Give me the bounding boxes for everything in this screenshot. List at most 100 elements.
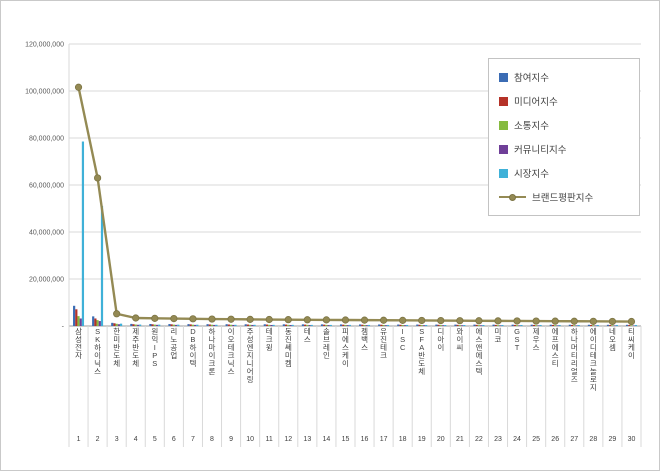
bar-시장지수: [272, 324, 275, 326]
bar-커뮤니티지수: [518, 325, 521, 326]
rank-label: 21: [456, 436, 464, 443]
line-marker: [494, 317, 502, 325]
line-marker: [341, 316, 350, 324]
legend-item: 참여지수: [499, 70, 629, 84]
rank-label: 8: [210, 436, 214, 443]
bar-시장지수: [329, 324, 332, 326]
legend-label: 브랜드평판지수: [532, 193, 594, 204]
bar-미디어지수: [418, 324, 421, 326]
bar-미디어지수: [475, 324, 478, 326]
rank-label: 26: [551, 436, 559, 443]
line-marker: [170, 314, 178, 323]
bar-커뮤니티지수: [136, 324, 140, 326]
bar-소통지수: [420, 325, 423, 326]
legend-swatch: [499, 72, 508, 82]
bar-미디어지수: [628, 325, 631, 326]
rank-label: 5: [153, 436, 157, 443]
bar-참여지수: [416, 324, 419, 326]
bar-참여지수: [435, 324, 438, 326]
line-marker: [532, 317, 540, 325]
bar-소통지수: [496, 325, 500, 326]
line-marker: [513, 317, 521, 325]
rank-label: 29: [609, 436, 617, 443]
bar-시장지수: [215, 324, 218, 326]
rank-label: 3: [115, 436, 119, 443]
bar-커뮤니티지수: [270, 324, 273, 326]
bar-미디어지수: [380, 324, 383, 326]
line-marker: [74, 83, 83, 91]
line-marker: [627, 317, 636, 326]
line-marker: [113, 310, 121, 318]
bar-참여지수: [263, 324, 266, 326]
rank-label: 17: [380, 436, 388, 443]
line-marker: [589, 317, 597, 325]
rank-label: 9: [229, 436, 233, 443]
bar-커뮤니티지수: [232, 324, 235, 326]
rank-label: 1: [77, 436, 81, 443]
legend-label: 커뮤니티지수: [514, 145, 567, 156]
legend-swatch: [499, 144, 508, 154]
bar-소통지수: [210, 324, 214, 326]
bar-소통지수: [382, 324, 385, 326]
bar-미디어지수: [151, 324, 154, 326]
bar-참여지수: [187, 324, 190, 326]
bar-미디어지수: [246, 324, 250, 326]
bar-참여지수: [339, 324, 343, 326]
bar-미디어지수: [132, 324, 135, 326]
bar-참여지수: [225, 324, 228, 326]
legend-line-marker: [509, 193, 516, 201]
bar-참여지수: [549, 324, 552, 326]
bar-미디어지수: [75, 309, 78, 326]
bar-커뮤니티지수: [117, 324, 120, 326]
rank-label: 12: [284, 436, 292, 443]
bar-커뮤니티지수: [98, 321, 101, 326]
bar-커뮤니티지수: [613, 325, 616, 326]
bar-커뮤니티지수: [499, 325, 502, 326]
line-marker: [189, 315, 197, 323]
bar-시장지수: [291, 324, 294, 326]
bar-미디어지수: [361, 324, 364, 326]
legend-swatch: [499, 168, 508, 178]
bar-커뮤니티지수: [480, 325, 483, 326]
bar-미디어지수: [590, 324, 593, 326]
bar-미디어지수: [227, 324, 230, 326]
legend-item: 시장지수: [499, 166, 629, 180]
line-marker: [360, 316, 369, 324]
rank-label: 10: [246, 436, 254, 443]
bar-참여지수: [378, 324, 381, 326]
rank-label: 24: [513, 436, 521, 443]
bar-미디어지수: [265, 324, 269, 326]
line-marker: [322, 316, 330, 324]
bar-미디어지수: [532, 324, 536, 326]
bar-소통지수: [287, 324, 290, 326]
bar-커뮤니티지수: [537, 325, 540, 326]
y-tick-label: 20,000,000: [29, 277, 64, 284]
line-marker: [551, 317, 559, 325]
bar-커뮤니티지수: [365, 325, 368, 326]
legend-item: 브랜드평판지수: [499, 190, 629, 204]
legend-item: 소통지수: [499, 118, 629, 132]
bar-참여지수: [206, 324, 209, 326]
bar-미디어지수: [170, 324, 173, 326]
bar-소통지수: [344, 324, 347, 326]
bar-소통지수: [477, 325, 481, 326]
bar-소통지수: [439, 325, 442, 326]
bar-커뮤니티지수: [346, 325, 349, 326]
bar-커뮤니티지수: [327, 325, 330, 326]
bar-참여지수: [244, 324, 247, 326]
rank-label: 25: [532, 436, 540, 443]
